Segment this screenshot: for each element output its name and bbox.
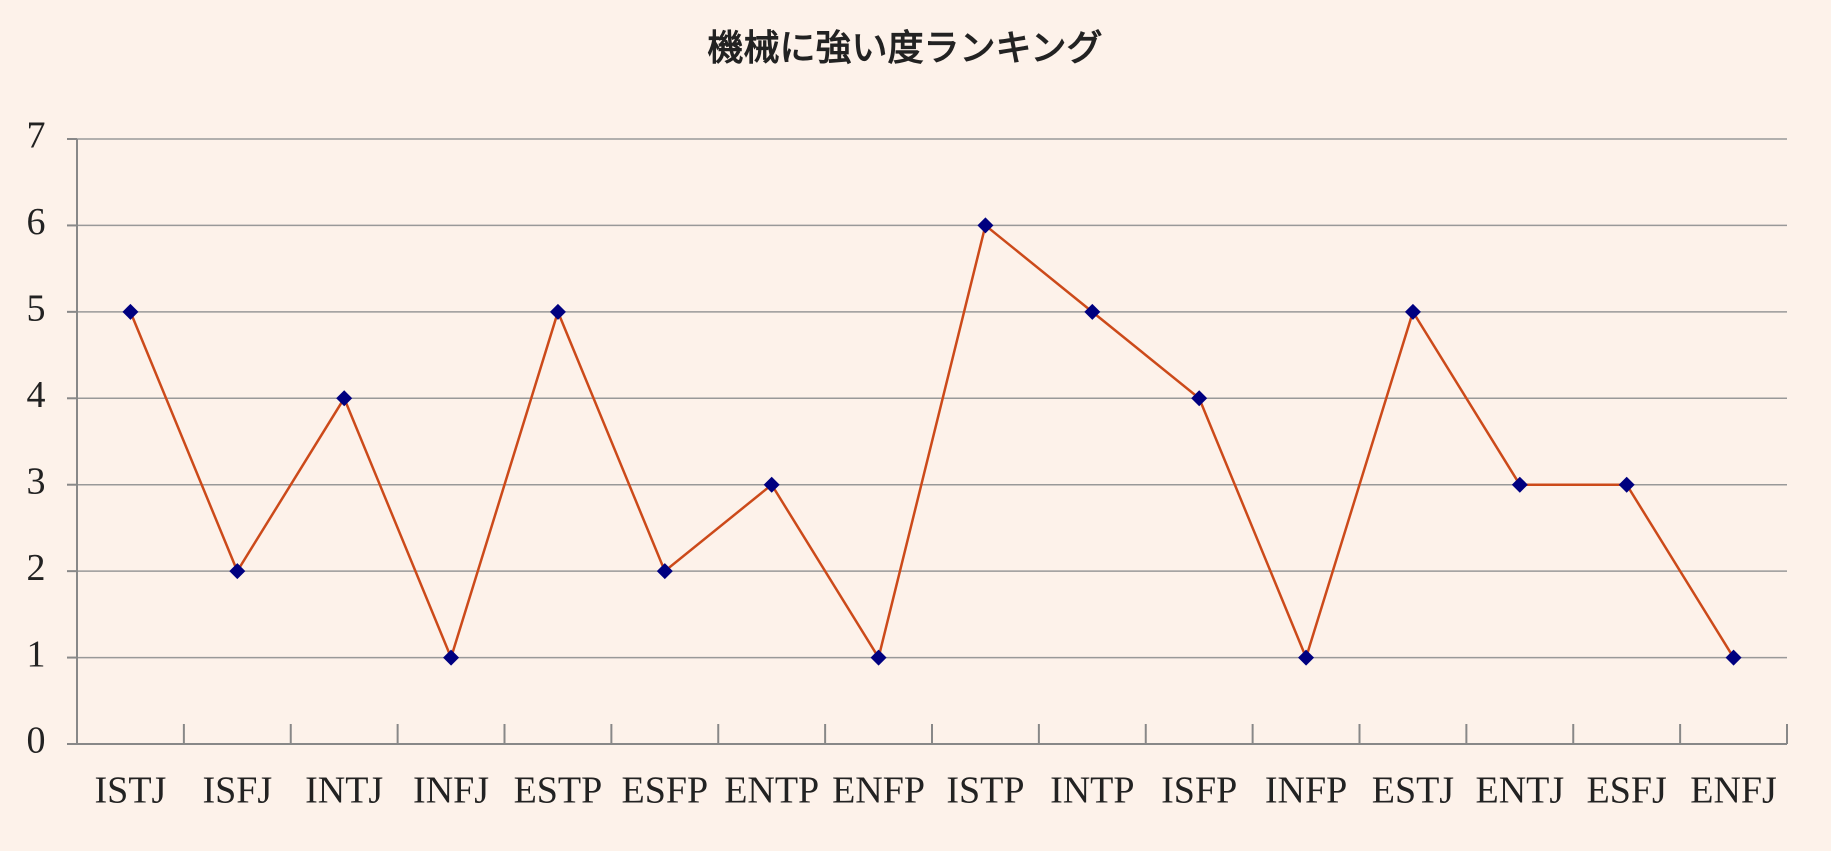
y-tick-label: 5 xyxy=(27,288,46,330)
data-point xyxy=(443,649,460,666)
y-tick-label: 0 xyxy=(27,720,46,762)
x-tick-label: INFP xyxy=(1265,770,1347,812)
y-tick-label: 3 xyxy=(27,460,46,502)
data-point xyxy=(763,476,780,493)
data-point xyxy=(870,649,887,666)
data-point xyxy=(122,303,139,320)
data-point xyxy=(1298,649,1315,666)
data-point xyxy=(1511,476,1528,493)
x-tick-label: ISFJ xyxy=(202,770,272,812)
y-tick-label: 1 xyxy=(27,633,46,675)
data-point xyxy=(1404,303,1421,320)
x-tick-label: INFJ xyxy=(413,770,489,812)
data-line xyxy=(129,223,1735,662)
x-tick-label: ISTJ xyxy=(95,770,167,812)
x-tick-label: ENTJ xyxy=(1475,770,1564,812)
data-point xyxy=(229,563,246,580)
x-tick-label: ENFJ xyxy=(1690,770,1777,812)
y-tick-label: 4 xyxy=(27,374,46,416)
y-tick-label: 7 xyxy=(27,115,46,157)
x-tick-label: ENFP xyxy=(832,770,925,812)
data-point xyxy=(549,303,566,320)
x-tick-label: INTP xyxy=(1050,770,1134,812)
x-tick-label: ESFP xyxy=(622,770,709,812)
x-tick-label: ENTP xyxy=(724,770,819,812)
data-point xyxy=(977,217,994,234)
data-point xyxy=(1618,476,1635,493)
x-tick-label: ESTJ xyxy=(1372,770,1454,812)
data-point xyxy=(656,563,673,580)
chart-title: 機械に強い度ランキング xyxy=(708,28,1103,69)
y-tick-label: 2 xyxy=(27,547,46,589)
data-point xyxy=(1725,649,1742,666)
x-tick-label: INTJ xyxy=(305,770,383,812)
x-tick-label: ESFJ xyxy=(1587,770,1667,812)
data-point xyxy=(1084,303,1101,320)
data-point xyxy=(336,390,353,407)
x-tick-label: ESTP xyxy=(514,770,603,812)
x-tick-label: ISFP xyxy=(1161,770,1237,812)
y-tick-label: 6 xyxy=(27,201,46,243)
data-point xyxy=(1191,390,1208,407)
x-tick-label: ISTP xyxy=(946,770,1024,812)
